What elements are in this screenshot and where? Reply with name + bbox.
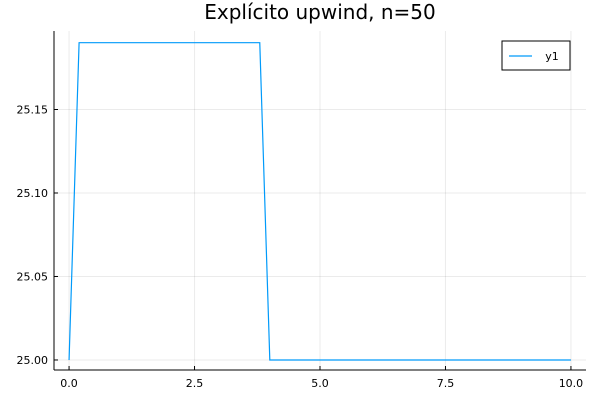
x-tick-label: 2.5 xyxy=(186,377,204,390)
series-layer xyxy=(68,42,571,361)
y-tick-label: 25.15 xyxy=(17,103,49,116)
x-tick-label: 7.5 xyxy=(437,377,455,390)
x-tick-label: 10.0 xyxy=(559,377,584,390)
chart-title: Explícito upwind, n=50 xyxy=(204,0,436,24)
legend: y1 xyxy=(501,40,571,71)
x-tick-label: 0.0 xyxy=(60,377,78,390)
grid xyxy=(54,31,586,370)
y-tick-label: 25.10 xyxy=(17,187,49,200)
legend-label: y1 xyxy=(545,50,559,63)
series-line-y1 xyxy=(68,42,571,361)
tick-labels: 0.0 2.5 5.0 7.5 10.0 25.00 25.05 25.10 25.15 xyxy=(17,103,584,390)
x-tick-label: 5.0 xyxy=(311,377,329,390)
axes xyxy=(53,31,586,371)
y-tick-label: 25.00 xyxy=(17,354,49,367)
y-tick-label: 25.05 xyxy=(17,270,49,283)
